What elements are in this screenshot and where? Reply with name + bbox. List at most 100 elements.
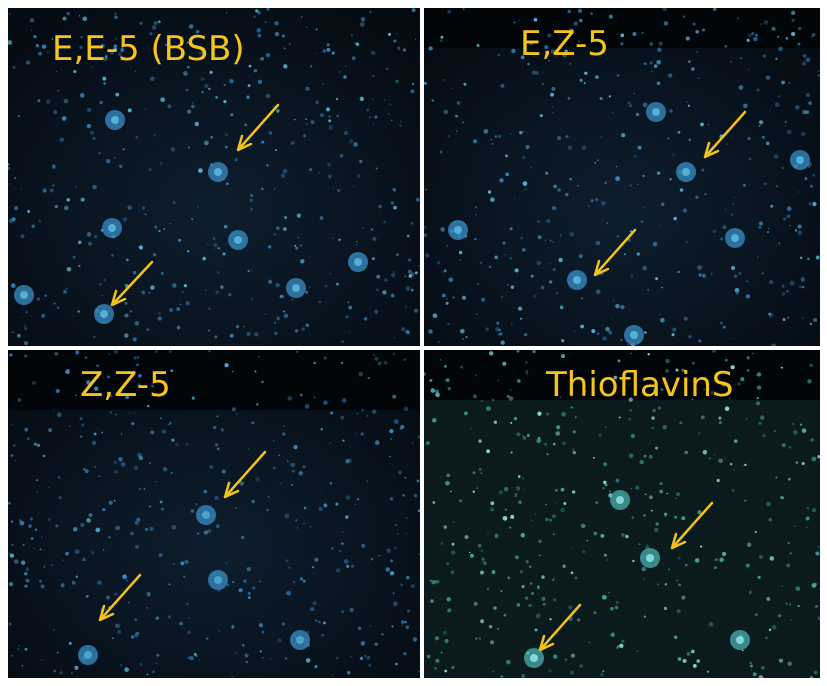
speck: [235, 507, 236, 508]
speck: [373, 354, 375, 356]
speck: [535, 71, 539, 75]
speck: [115, 623, 120, 628]
speck: [625, 535, 629, 539]
speck: [124, 333, 129, 338]
speck: [372, 237, 376, 241]
speck: [503, 516, 508, 521]
speck: [123, 148, 125, 150]
speck: [755, 531, 758, 534]
speck: [778, 614, 781, 617]
speck: [364, 317, 368, 321]
speck: [602, 670, 604, 672]
speck: [445, 481, 450, 486]
speck: [108, 536, 110, 538]
speck: [748, 33, 752, 37]
speck: [386, 68, 388, 70]
speck: [131, 422, 134, 425]
speck: [169, 422, 172, 425]
speck: [769, 629, 771, 631]
speck: [137, 356, 140, 359]
speck: [153, 253, 156, 256]
speck: [778, 95, 780, 97]
speck: [42, 45, 46, 49]
speck: [735, 291, 739, 295]
speck: [553, 598, 556, 601]
speck: [322, 83, 324, 85]
speck: [381, 633, 384, 636]
speck: [569, 178, 572, 181]
speck: [790, 619, 791, 620]
speck: [220, 285, 223, 288]
speck: [609, 95, 611, 97]
speck: [519, 19, 521, 21]
speck: [30, 518, 33, 521]
speck: [131, 635, 134, 638]
speck: [435, 393, 440, 398]
speck: [481, 400, 483, 402]
speck: [472, 471, 475, 474]
speck: [57, 306, 60, 309]
speck: [655, 522, 658, 525]
speck: [344, 559, 349, 564]
speck: [595, 501, 598, 504]
speck: [254, 332, 259, 337]
speck: [296, 351, 298, 353]
speck: [286, 591, 291, 596]
speck: [481, 298, 485, 302]
speck: [400, 583, 403, 586]
speck: [111, 254, 113, 256]
speck: [332, 51, 335, 54]
speck: [280, 482, 282, 484]
speck: [546, 219, 550, 223]
speck: [685, 451, 688, 454]
speck: [222, 470, 226, 474]
speck: [505, 154, 508, 157]
speck: [303, 465, 306, 468]
speck: [324, 356, 327, 359]
speck: [390, 571, 394, 575]
speck: [447, 10, 451, 14]
speck: [749, 591, 752, 594]
speck: [384, 99, 385, 100]
speck: [403, 48, 406, 51]
speck: [284, 425, 285, 426]
speck: [506, 660, 511, 665]
speck: [463, 83, 466, 86]
speck: [668, 569, 670, 571]
speck: [73, 70, 76, 73]
speck: [470, 554, 474, 558]
speck: [676, 222, 678, 224]
speck: [486, 406, 491, 411]
panel-background: [424, 8, 820, 346]
speck: [651, 427, 654, 430]
speck: [60, 137, 64, 141]
speck: [394, 547, 396, 549]
speck: [636, 113, 640, 117]
speck: [258, 80, 262, 84]
speck: [231, 676, 233, 678]
speck: [195, 122, 199, 126]
speck: [148, 292, 150, 294]
speck: [108, 501, 112, 505]
speck: [546, 412, 549, 415]
speck: [347, 301, 349, 303]
speck: [37, 297, 40, 300]
speck: [283, 227, 287, 231]
speck: [516, 432, 520, 436]
speck: [149, 462, 151, 464]
speck: [560, 234, 562, 236]
speck: [186, 301, 190, 305]
speck: [572, 490, 575, 493]
speck: [552, 514, 556, 518]
speck: [30, 18, 34, 22]
speck: [186, 443, 188, 445]
speck: [708, 124, 709, 125]
speck: [208, 88, 210, 90]
speck: [580, 325, 584, 329]
speck: [250, 269, 252, 271]
speck: [651, 416, 654, 419]
speck: [372, 99, 373, 100]
speck: [258, 34, 261, 37]
speck: [177, 326, 181, 330]
panel-label: ThioflavinS: [545, 365, 734, 405]
